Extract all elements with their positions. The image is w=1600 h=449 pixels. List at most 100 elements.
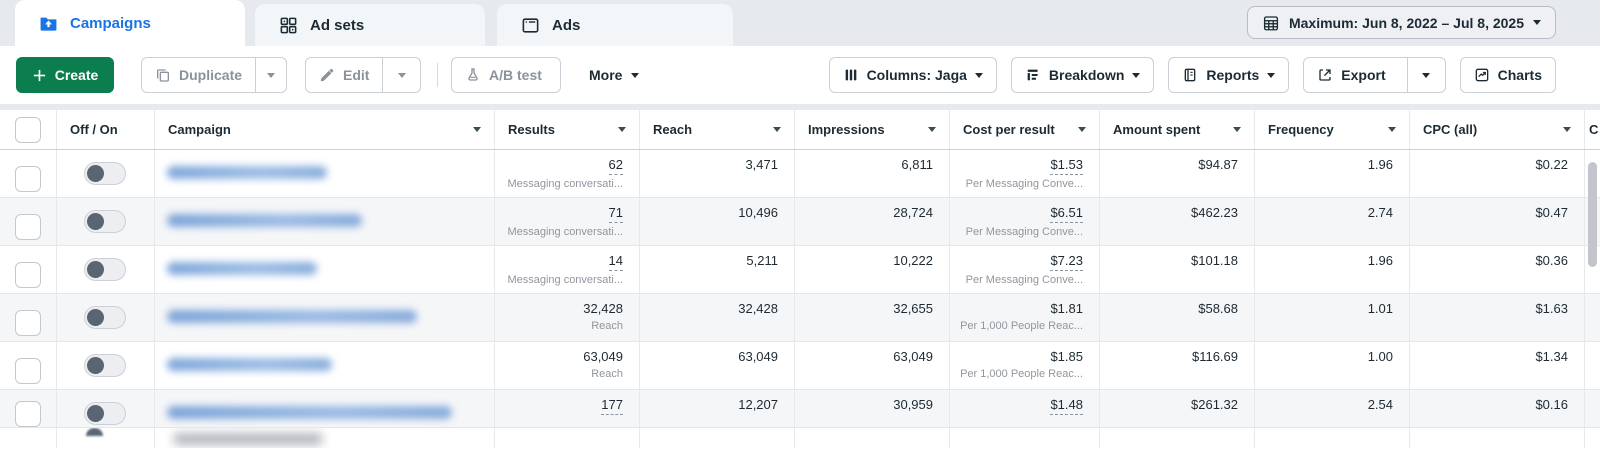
row-checkbox[interactable] <box>15 401 41 427</box>
sort-caret-icon[interactable] <box>773 127 781 132</box>
charts-button[interactable]: Charts <box>1459 57 1556 93</box>
toggle-knob <box>87 405 104 422</box>
campaign-name-cell[interactable] <box>155 390 495 427</box>
chevron-down-icon <box>397 72 406 78</box>
cpc-all-cell: $0.36 <box>1410 246 1585 293</box>
row-checkbox[interactable] <box>15 262 41 288</box>
campaign-name-redacted[interactable] <box>167 358 332 371</box>
row-checkbox[interactable] <box>15 358 41 384</box>
breakdown-button[interactable]: Breakdown <box>1010 57 1155 93</box>
reach-header[interactable]: Reach <box>640 110 795 149</box>
campaign-off-on-toggle[interactable] <box>84 258 126 281</box>
campaign-name-cell[interactable] <box>155 342 495 389</box>
campaign-off-on-toggle[interactable] <box>84 210 126 233</box>
tab-campaigns-label: Campaigns <box>70 14 151 32</box>
tab-ads[interactable]: Ads <box>497 4 733 46</box>
edit-dropdown-button[interactable] <box>382 58 420 92</box>
more-button[interactable]: More <box>585 57 644 93</box>
duplicate-dropdown-button[interactable] <box>255 58 286 92</box>
tab-ad-sets[interactable]: Ad sets <box>255 4 485 46</box>
row-checkbox[interactable] <box>15 214 41 240</box>
row-select-cell <box>0 246 57 293</box>
amount-spent-cell: $94.87 <box>1100 150 1255 197</box>
campaign-off-on-toggle[interactable] <box>84 402 126 425</box>
campaign-off-on-toggle[interactable] <box>84 354 126 377</box>
campaign-name-redacted[interactable] <box>167 310 417 323</box>
sort-caret-icon[interactable] <box>1078 127 1086 132</box>
cpc-all-value: $0.16 <box>1535 397 1568 412</box>
sort-caret-icon[interactable] <box>928 127 936 132</box>
results-value[interactable]: 32,428 <box>583 301 623 316</box>
cost-per-result-value[interactable]: $6.51 <box>1050 205 1083 223</box>
reports-button[interactable]: Reports <box>1168 57 1290 93</box>
campaigns-folder-icon <box>39 14 58 33</box>
campaign-name-redacted[interactable] <box>167 214 362 227</box>
reach-cell: 63,049 <box>640 342 795 389</box>
columns-button[interactable]: Columns: Jaga <box>828 57 997 93</box>
cost-per-result-value[interactable]: $7.23 <box>1050 253 1083 271</box>
results-value[interactable]: 14 <box>608 253 623 271</box>
vertical-scrollbar-thumb[interactable] <box>1588 162 1597 267</box>
cost-per-result-value[interactable]: $1.48 <box>1050 397 1083 415</box>
cpc-all-cell: $0.22 <box>1410 150 1585 197</box>
impressions-value: 28,724 <box>893 205 933 220</box>
cost-per-result-value[interactable]: $1.85 <box>1050 349 1083 364</box>
ads-window-icon <box>521 16 540 35</box>
cost-per-result-value[interactable]: $1.81 <box>1050 301 1083 316</box>
campaign-header[interactable]: Campaign <box>155 110 495 149</box>
amount-spent-value: $462.23 <box>1191 205 1238 220</box>
select-all-checkbox[interactable] <box>15 116 41 143</box>
campaign-name-redacted[interactable] <box>167 262 317 275</box>
frequency-cell: 1.00 <box>1255 342 1410 389</box>
impressions-value: 6,811 <box>901 157 933 172</box>
campaign-off-on-toggle[interactable] <box>84 162 126 185</box>
ab-test-button[interactable]: A/B test <box>451 57 561 93</box>
date-range-selector[interactable]: Maximum: Jun 8, 2022 – Jul 8, 2025 <box>1246 6 1556 39</box>
sort-caret-icon[interactable] <box>1233 127 1241 132</box>
campaign-name-cell[interactable] <box>155 150 495 197</box>
cost-per-result-value[interactable]: $1.53 <box>1050 157 1083 175</box>
sort-caret-icon[interactable] <box>618 127 626 132</box>
campaign-name-cell[interactable] <box>155 198 495 245</box>
tab-ads-label: Ads <box>552 16 581 34</box>
tab-ad-sets-label: Ad sets <box>310 16 365 34</box>
create-button-label: Create <box>54 67 99 83</box>
sort-caret-icon[interactable] <box>1563 127 1571 132</box>
export-button[interactable]: Export <box>1304 58 1398 92</box>
cost-per-result-header[interactable]: Cost per result <box>950 110 1100 149</box>
row-checkbox[interactable] <box>15 310 41 336</box>
results-value[interactable]: 71 <box>608 205 623 223</box>
results-value[interactable]: 177 <box>601 397 623 415</box>
frequency-header-label: Frequency <box>1268 122 1334 137</box>
results-cell: 71 Messaging conversati... <box>495 198 640 245</box>
amount-spent-header[interactable]: Amount spent <box>1100 110 1255 149</box>
campaign-off-on-toggle[interactable] <box>84 306 126 329</box>
impressions-cell: 6,811 <box>795 150 950 197</box>
results-value[interactable]: 63,049 <box>583 349 623 364</box>
cpc-all-header[interactable]: CPC (all) <box>1410 110 1585 149</box>
toggle-knob <box>87 357 104 374</box>
frequency-header[interactable]: Frequency <box>1255 110 1410 149</box>
frequency-cell: 1.96 <box>1255 150 1410 197</box>
campaign-name-redacted[interactable] <box>167 406 452 419</box>
sort-caret-icon[interactable] <box>1388 127 1396 132</box>
chevron-down-icon <box>1132 72 1141 78</box>
results-value[interactable]: 62 <box>608 157 623 175</box>
chevron-down-icon <box>974 72 983 78</box>
tab-campaigns[interactable]: Campaigns <box>15 0 245 46</box>
sort-caret-icon[interactable] <box>473 127 481 132</box>
table-body: 62 Messaging conversati... 3,471 6,811 $… <box>0 150 1600 428</box>
edit-button[interactable]: Edit <box>306 58 382 92</box>
campaign-name-cell[interactable] <box>155 294 495 341</box>
export-dropdown-button[interactable] <box>1406 58 1445 92</box>
impressions-header[interactable]: Impressions <box>795 110 950 149</box>
campaign-name-cell[interactable] <box>155 246 495 293</box>
duplicate-button[interactable]: Duplicate <box>142 58 255 92</box>
results-header[interactable]: Results <box>495 110 640 149</box>
row-checkbox[interactable] <box>15 166 41 192</box>
campaign-name-redacted[interactable] <box>167 166 327 179</box>
toggle-knob <box>87 261 104 278</box>
cost-per-result-cell: $1.85 Per 1,000 People Reac... <box>950 342 1100 389</box>
reports-icon <box>1182 67 1198 83</box>
create-button[interactable]: Create <box>16 57 114 93</box>
